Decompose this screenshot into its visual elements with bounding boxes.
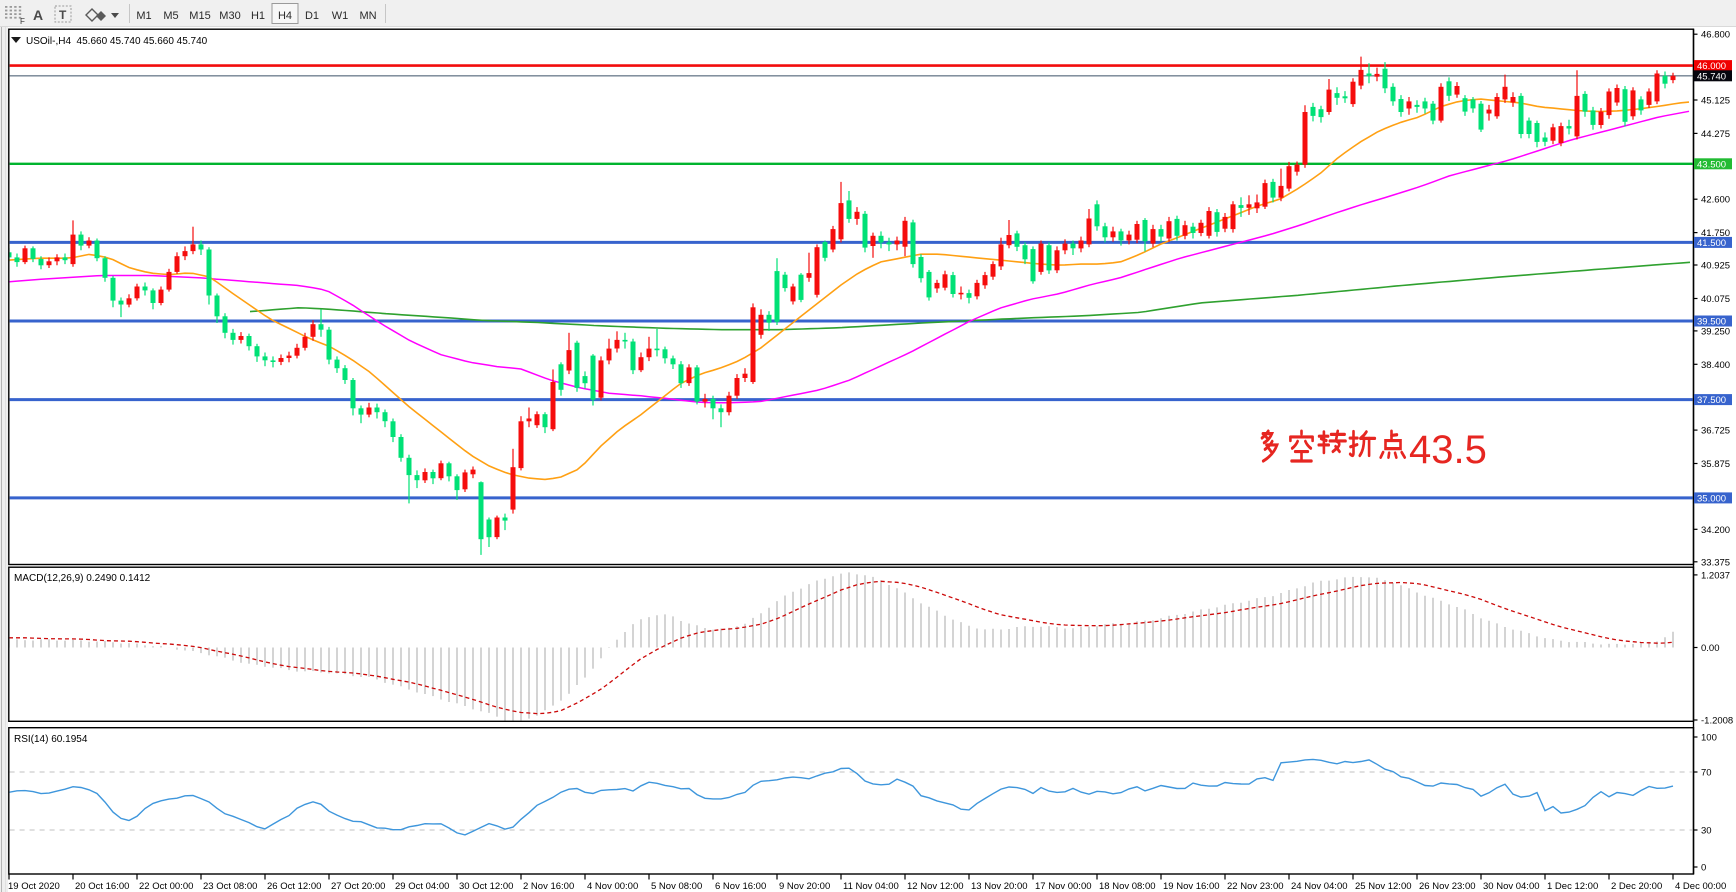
svg-text:30: 30 [1701,826,1712,837]
svg-text:22 Oct 00:00: 22 Oct 00:00 [139,881,193,892]
svg-text:35.000: 35.000 [1697,494,1726,505]
svg-text:40.075: 40.075 [1701,294,1730,305]
svg-text:M15: M15 [189,10,210,22]
svg-text:4 Nov 00:00: 4 Nov 00:00 [587,881,638,892]
svg-text:USOil-,H4 45.660 45.740 45.66: USOil-,H4 45.660 45.740 45.660 45.740 [26,36,208,47]
svg-text:2 Dec 20:00: 2 Dec 20:00 [1611,881,1662,892]
svg-text:40.925: 40.925 [1701,261,1730,272]
svg-text:MACD(12,26,9) 0.2490 0.1412: MACD(12,26,9) 0.2490 0.1412 [14,573,151,584]
svg-text:24 Nov 04:00: 24 Nov 04:00 [1291,881,1348,892]
svg-text:13 Nov 20:00: 13 Nov 20:00 [971,881,1028,892]
svg-text:33.375: 33.375 [1701,557,1730,568]
svg-text:-1.2008: -1.2008 [1701,716,1733,727]
svg-text:0.00: 0.00 [1701,643,1720,654]
svg-text:H4: H4 [278,10,292,22]
svg-text:70: 70 [1701,768,1712,779]
svg-text:D1: D1 [305,10,319,22]
svg-text:23 Oct 08:00: 23 Oct 08:00 [203,881,257,892]
svg-text:26 Nov 23:00: 26 Nov 23:00 [1419,881,1476,892]
svg-text:A: A [33,7,43,23]
svg-text:19 Nov 16:00: 19 Nov 16:00 [1163,881,1220,892]
svg-text:38.400: 38.400 [1701,360,1730,371]
svg-text:46.800: 46.800 [1701,30,1730,41]
svg-text:20 Oct 16:00: 20 Oct 16:00 [75,881,129,892]
svg-text:34.200: 34.200 [1701,525,1730,536]
svg-text:43.5: 43.5 [1409,428,1487,472]
svg-text:F: F [20,17,25,26]
svg-text:27 Oct 20:00: 27 Oct 20:00 [331,881,385,892]
svg-text:30 Oct 12:00: 30 Oct 12:00 [459,881,513,892]
svg-text:39.250: 39.250 [1701,326,1730,337]
svg-text:43.500: 43.500 [1697,159,1726,170]
svg-text:30 Nov 04:00: 30 Nov 04:00 [1483,881,1540,892]
svg-text:1 Dec 12:00: 1 Dec 12:00 [1547,881,1598,892]
svg-text:29 Oct 04:00: 29 Oct 04:00 [395,881,449,892]
svg-text:6 Nov 16:00: 6 Nov 16:00 [715,881,766,892]
svg-text:MN: MN [359,10,376,22]
svg-text:5 Nov 08:00: 5 Nov 08:00 [651,881,702,892]
svg-text:46.000: 46.000 [1697,61,1726,72]
svg-text:39.500: 39.500 [1697,317,1726,328]
svg-text:4 Dec 00:00: 4 Dec 00:00 [1675,881,1726,892]
svg-text:H1: H1 [251,10,265,22]
svg-text:11 Nov 04:00: 11 Nov 04:00 [843,881,899,892]
svg-text:42.600: 42.600 [1701,195,1730,206]
svg-text:100: 100 [1701,733,1717,744]
svg-text:22 Nov 23:00: 22 Nov 23:00 [1227,881,1284,892]
svg-text:0: 0 [1701,863,1706,874]
svg-text:M5: M5 [163,10,178,22]
svg-text:18 Nov 08:00: 18 Nov 08:00 [1099,881,1156,892]
svg-text:12 Nov 12:00: 12 Nov 12:00 [907,881,964,892]
svg-text:41.500: 41.500 [1697,238,1726,249]
svg-text:T: T [59,8,67,22]
svg-text:25 Nov 12:00: 25 Nov 12:00 [1355,881,1412,892]
svg-text:45.740: 45.740 [1697,71,1726,82]
svg-text:17 Nov 00:00: 17 Nov 00:00 [1035,881,1092,892]
svg-text:19 Oct 2020: 19 Oct 2020 [8,881,60,892]
svg-text:36.725: 36.725 [1701,426,1730,437]
svg-text:35.875: 35.875 [1701,459,1730,470]
svg-text:26 Oct 12:00: 26 Oct 12:00 [267,881,321,892]
svg-text:9 Nov 20:00: 9 Nov 20:00 [779,881,830,892]
svg-text:45.125: 45.125 [1701,96,1730,107]
svg-text:37.500: 37.500 [1697,395,1726,406]
svg-text:2 Nov 16:00: 2 Nov 16:00 [523,881,574,892]
svg-text:W1: W1 [332,10,349,22]
svg-text:44.275: 44.275 [1701,129,1730,140]
svg-text:1.2037: 1.2037 [1701,570,1730,581]
svg-text:M30: M30 [219,10,240,22]
svg-text:RSI(14) 60.1954: RSI(14) 60.1954 [14,734,88,745]
svg-text:M1: M1 [136,10,151,22]
svg-text:41.750: 41.750 [1701,228,1730,239]
